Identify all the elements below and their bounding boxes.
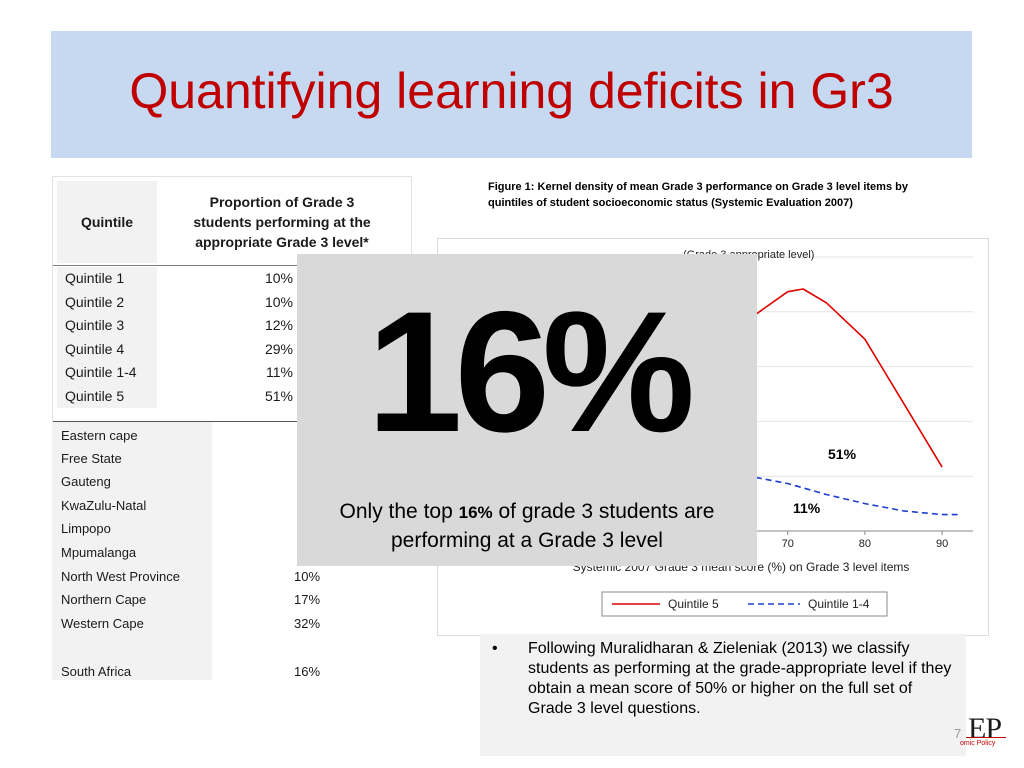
table-row: Quintile 5 51%	[57, 385, 407, 409]
table-row: Northern Cape 17%	[52, 588, 423, 611]
proportion-header: Proportion of Grade 3 students performin…	[157, 181, 407, 263]
callout-caption-bold: 16%	[458, 503, 493, 522]
table-row: South Africa 16%	[52, 660, 423, 683]
table-row: Eastern cape	[52, 424, 423, 447]
header-divider	[53, 265, 411, 266]
province-label: Northern Cape	[61, 592, 147, 607]
quintile-value: 10%	[264, 270, 293, 286]
quintile-label: Quintile 1	[65, 270, 125, 286]
callout-caption-end: of grade 3 students are performing at a …	[391, 500, 715, 552]
bullet-box: • Following Muralidharan & Zieleniak (20…	[480, 634, 966, 756]
quintile-label: Quintile 4	[65, 340, 125, 357]
annotation-quintile-5: 51%	[828, 446, 857, 462]
table-row: Quintile 2 10%	[57, 291, 407, 315]
page-number: 7	[954, 726, 962, 741]
x-tick-label: 90	[936, 538, 948, 550]
table-row: Gauteng	[52, 470, 423, 493]
x-tick-label: 70	[782, 538, 794, 550]
province-value: 17%	[294, 592, 321, 607]
province-label: South Africa	[61, 664, 132, 679]
logo-underline	[966, 737, 1006, 738]
quintile-value: 12%	[264, 317, 293, 333]
quintile-label: Quintile 3	[65, 317, 125, 333]
proportion-header-line: Proportion of Grade 3	[209, 194, 355, 210]
quintile-value: 51%	[264, 387, 293, 404]
quintile-value: 10%	[264, 293, 293, 310]
slide-title: Quantifying learning deficits in Gr3	[129, 63, 894, 119]
callout-caption-start: Only the top	[339, 500, 459, 523]
table-bottom-border	[53, 421, 411, 422]
figure-caption: Figure 1: Kernel density of mean Grade 3…	[488, 181, 908, 209]
province-label: Limpopo	[61, 521, 111, 536]
table-row: Limpopo	[52, 517, 423, 540]
logo-subtext: omic Policy	[960, 740, 996, 747]
province-label: North West Province	[61, 569, 180, 584]
province-value: 16%	[294, 664, 321, 679]
province-label: Western Cape	[61, 616, 144, 631]
quintile-value: 11%	[266, 364, 293, 380]
table-row: KwaZulu-Natal	[52, 494, 423, 517]
table-row: Quintile 3 12%	[57, 314, 407, 338]
province-label: KwaZulu-Natal	[61, 498, 147, 513]
proportion-header-line: appropriate Grade 3 level*	[195, 234, 369, 250]
table-row: North West Province 10%	[52, 565, 423, 588]
quintile-rows: Quintile 1 10% Quintile 2 10% Quintile 3 12…	[57, 267, 407, 408]
callout-overlay: 16% Only the top 16% of grade 3 students…	[297, 254, 757, 566]
bullet-marker: •	[492, 640, 498, 657]
province-value: 10%	[294, 569, 321, 584]
quintile-label: Quintile 2	[65, 293, 125, 310]
legend-label-quintile-5: Quintile 5	[668, 597, 719, 611]
quintile-header: Quintile	[57, 181, 157, 263]
province-value: 32%	[294, 616, 321, 631]
annotation-quintile-1-4: 11%	[793, 500, 821, 516]
bullet-text: Following Muralidharan & Zieleniak (2013…	[528, 640, 952, 717]
callout-caption: Only the top 16% of grade 3 students are…	[307, 498, 747, 555]
province-label: Free State	[61, 451, 122, 466]
table-row: Quintile 1-4 11%	[57, 361, 407, 385]
province-label: Gauteng	[61, 474, 111, 489]
table-row: Western Cape 32%	[52, 612, 423, 635]
province-label: Mpumalanga	[61, 545, 137, 560]
table-row: Free State	[52, 447, 423, 470]
table-row: Quintile 1 10%	[57, 267, 407, 291]
province-label: Eastern cape	[61, 428, 138, 443]
logo: EP	[968, 712, 1002, 745]
quintile-label: Quintile 5	[65, 387, 125, 404]
quintile-value: 29%	[264, 340, 293, 357]
legend-label-quintile-1-4: Quintile 1-4	[808, 597, 870, 611]
proportion-header-line: students performing at the	[193, 214, 371, 230]
table-row: Mpumalanga	[52, 541, 423, 564]
title-band: Quantifying learning deficits in Gr3	[51, 31, 972, 158]
table-row: Quintile 4 29%	[57, 338, 407, 362]
quintile-label: Quintile 1-4	[65, 364, 137, 380]
big-percentage: 16%	[366, 276, 695, 468]
x-tick-label: 80	[859, 538, 871, 550]
